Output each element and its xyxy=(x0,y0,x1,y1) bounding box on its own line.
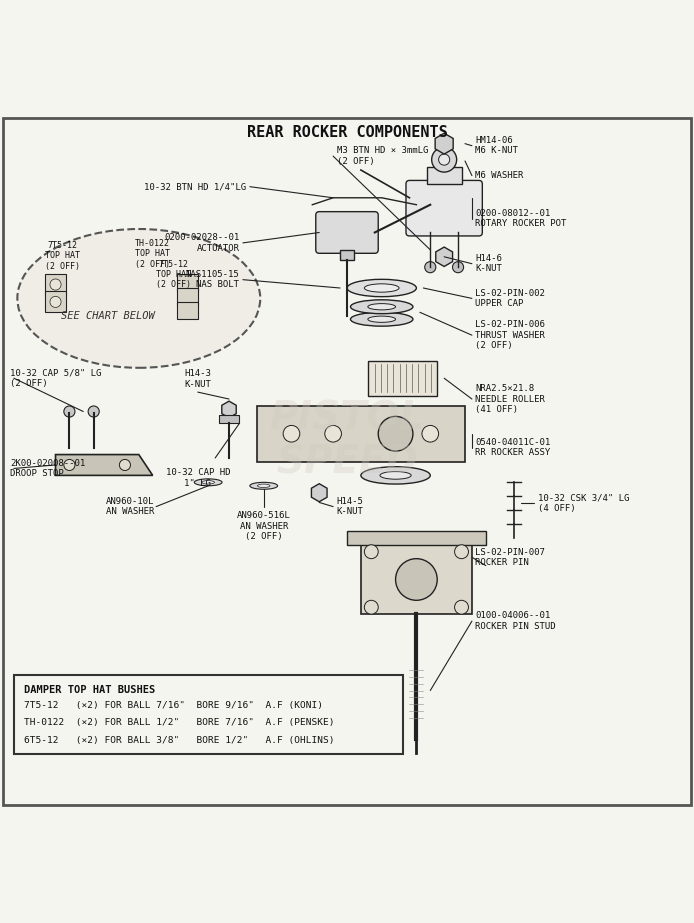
Circle shape xyxy=(396,558,437,600)
Text: 0100-04006--01
ROCKER PIN STUD: 0100-04006--01 ROCKER PIN STUD xyxy=(475,611,556,630)
Text: PISTOL
SPEED: PISTOL SPEED xyxy=(269,400,425,482)
Text: LS-02-PIN-006
THRUST WASHER
(2 OFF): LS-02-PIN-006 THRUST WASHER (2 OFF) xyxy=(475,320,545,350)
Ellipse shape xyxy=(202,481,214,484)
Polygon shape xyxy=(222,402,236,418)
Ellipse shape xyxy=(361,467,430,484)
Text: M6 WASHER: M6 WASHER xyxy=(475,171,524,180)
Circle shape xyxy=(452,261,464,272)
Text: 7T5-12
TOP HAT
(2 OFF): 7T5-12 TOP HAT (2 OFF) xyxy=(156,259,191,290)
Bar xyxy=(177,288,198,305)
Ellipse shape xyxy=(350,312,413,326)
Text: REAR ROCKER COMPONENTS: REAR ROCKER COMPONENTS xyxy=(246,125,448,140)
Text: SEE CHART BELOW: SEE CHART BELOW xyxy=(60,311,155,321)
Circle shape xyxy=(439,154,450,165)
FancyBboxPatch shape xyxy=(406,180,482,236)
Circle shape xyxy=(364,600,378,614)
Text: AN960-516L
AN WASHER
(2 OFF): AN960-516L AN WASHER (2 OFF) xyxy=(237,511,291,541)
Polygon shape xyxy=(436,247,452,267)
Circle shape xyxy=(283,426,300,442)
Circle shape xyxy=(50,296,61,307)
Text: LS-02-PIN-002
UPPER CAP: LS-02-PIN-002 UPPER CAP xyxy=(475,289,545,308)
Bar xyxy=(45,274,66,295)
Circle shape xyxy=(432,147,457,172)
Ellipse shape xyxy=(257,484,270,487)
Text: 7T5-12
TOP HAT
(2 OFF): 7T5-12 TOP HAT (2 OFF) xyxy=(45,241,80,270)
Text: NAS1105-15
NAS BOLT: NAS1105-15 NAS BOLT xyxy=(186,270,239,290)
Ellipse shape xyxy=(368,316,396,322)
Bar xyxy=(427,166,462,184)
Circle shape xyxy=(88,406,99,417)
Circle shape xyxy=(364,545,378,558)
Text: DAMPER TOP HAT BUSHES: DAMPER TOP HAT BUSHES xyxy=(24,685,155,695)
Text: H14-5
K-NUT: H14-5 K-NUT xyxy=(337,497,364,516)
Text: M3 BTN HD × 3mmLG
(2 OFF): M3 BTN HD × 3mmLG (2 OFF) xyxy=(337,147,428,166)
Ellipse shape xyxy=(347,280,416,296)
Text: 10-32 CSK 3/4" LG
(4 OFF): 10-32 CSK 3/4" LG (4 OFF) xyxy=(538,494,629,513)
Bar xyxy=(14,675,403,754)
Ellipse shape xyxy=(364,284,399,293)
Text: H14-6
K-NUT: H14-6 K-NUT xyxy=(475,254,502,273)
Bar xyxy=(361,545,472,614)
Circle shape xyxy=(380,426,397,442)
Text: TH-0122  (×2) FOR BALL 1/2"   BORE 7/16"  A.F (PENSKE): TH-0122 (×2) FOR BALL 1/2" BORE 7/16" A.… xyxy=(24,718,335,727)
Bar xyxy=(177,274,198,291)
Ellipse shape xyxy=(194,479,222,485)
Polygon shape xyxy=(56,454,153,475)
Circle shape xyxy=(50,279,61,290)
Circle shape xyxy=(64,406,75,417)
Circle shape xyxy=(378,416,413,451)
Text: 6T5-12   (×2) FOR BALL 3/8"   BORE 1/2"   A.F (OHLINS): 6T5-12 (×2) FOR BALL 3/8" BORE 1/2" A.F … xyxy=(24,736,335,745)
Text: 0200-02028--01
ACTUATOR: 0200-02028--01 ACTUATOR xyxy=(164,234,239,253)
Ellipse shape xyxy=(250,483,278,489)
Text: 10-32 CAP HD
1" LG: 10-32 CAP HD 1" LG xyxy=(166,469,230,488)
Circle shape xyxy=(64,460,75,471)
Circle shape xyxy=(119,460,130,471)
Ellipse shape xyxy=(17,229,260,367)
Text: 0200-08012--01
ROTARY ROCKER POT: 0200-08012--01 ROTARY ROCKER POT xyxy=(475,209,567,228)
Text: NRA2.5×21.8
NEEDLE ROLLER
(41 OFF): NRA2.5×21.8 NEEDLE ROLLER (41 OFF) xyxy=(475,384,545,414)
Text: TH-0122
TOP HAT
(2 OFF): TH-0122 TOP HAT (2 OFF) xyxy=(135,239,170,269)
Text: LS-02-PIN-007
ROCKER PIN: LS-02-PIN-007 ROCKER PIN xyxy=(475,547,545,567)
Circle shape xyxy=(425,261,436,272)
Ellipse shape xyxy=(368,304,396,310)
Bar xyxy=(45,292,66,312)
FancyBboxPatch shape xyxy=(316,211,378,253)
Bar xyxy=(340,250,354,260)
Text: HM14-06
M6 K-NUT: HM14-06 M6 K-NUT xyxy=(475,136,518,155)
Circle shape xyxy=(325,426,341,442)
Polygon shape xyxy=(312,484,327,502)
Polygon shape xyxy=(435,133,453,154)
Text: 0540-04011C-01
RR ROCKER ASSY: 0540-04011C-01 RR ROCKER ASSY xyxy=(475,438,550,457)
Bar xyxy=(257,406,465,462)
Bar xyxy=(219,415,239,424)
Text: 2K00-02008--01
DROOP STOP: 2K00-02008--01 DROOP STOP xyxy=(10,459,85,478)
Text: 7T5-12   (×2) FOR BALL 7/16"  BORE 9/16"  A.F (KONI): 7T5-12 (×2) FOR BALL 7/16" BORE 9/16" A.… xyxy=(24,701,323,710)
Circle shape xyxy=(455,545,468,558)
Text: 10-32 BTN HD 1/4"LG: 10-32 BTN HD 1/4"LG xyxy=(144,182,246,191)
Bar xyxy=(368,361,437,396)
Circle shape xyxy=(422,426,439,442)
Ellipse shape xyxy=(350,300,413,314)
Ellipse shape xyxy=(380,472,411,479)
Text: 10-32 CAP 5/8" LG
(2 OFF): 10-32 CAP 5/8" LG (2 OFF) xyxy=(10,368,102,388)
Text: H14-3
K-NUT: H14-3 K-NUT xyxy=(185,369,211,389)
Bar xyxy=(177,302,198,318)
Circle shape xyxy=(455,600,468,614)
Bar xyxy=(347,531,486,545)
Text: AN960-10L
AN WASHER: AN960-10L AN WASHER xyxy=(105,497,154,516)
